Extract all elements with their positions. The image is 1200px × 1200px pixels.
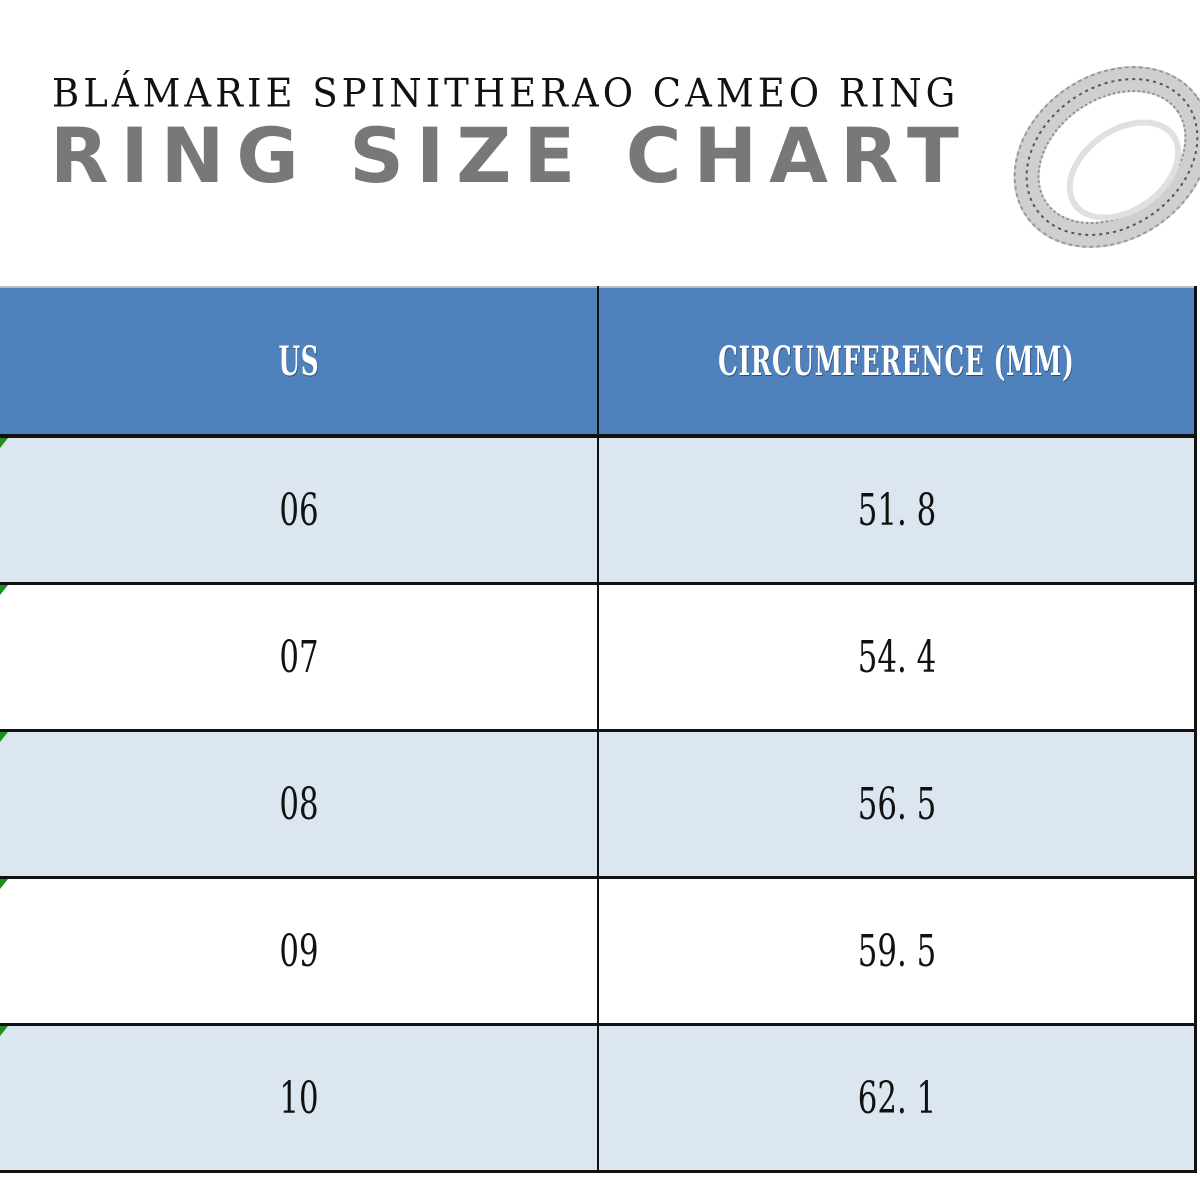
green-corner-marker-icon bbox=[0, 585, 8, 595]
cell-circumference: 51. 8 bbox=[598, 436, 1196, 585]
brand-subtitle: BLÁMARIE SPINITHERAO CAMEO RING bbox=[52, 70, 960, 117]
table-row: 10 62. 1 bbox=[0, 1024, 1196, 1173]
table-header-row: US CIRCUMFERENCE (MM) bbox=[0, 287, 1196, 438]
cell-us: 09 bbox=[0, 877, 599, 1026]
table-row: 07 54. 4 bbox=[0, 583, 1196, 732]
table-row: 06 51. 8 bbox=[0, 436, 1196, 585]
ring-image-icon bbox=[1013, 66, 1200, 248]
cell-circumference: 56. 5 bbox=[598, 730, 1196, 879]
green-corner-marker-icon bbox=[0, 438, 8, 448]
green-corner-marker-icon bbox=[0, 732, 8, 742]
column-header-circumference: CIRCUMFERENCE (MM) bbox=[598, 287, 1196, 438]
green-corner-marker-icon bbox=[0, 879, 8, 889]
table-row: 09 59. 5 bbox=[0, 877, 1196, 1026]
cell-circumference: 54. 4 bbox=[598, 583, 1196, 732]
table-row: 08 56. 5 bbox=[0, 730, 1196, 879]
chart-title: RING SIZE CHART bbox=[50, 111, 971, 200]
cell-circumference: 59. 5 bbox=[598, 877, 1196, 1026]
column-header-us: US bbox=[0, 287, 599, 438]
cell-us: 10 bbox=[0, 1024, 599, 1173]
cell-us: 08 bbox=[0, 730, 599, 879]
ring-size-table: US CIRCUMFERENCE (MM) 06 51. 8 07 54. 4 … bbox=[0, 286, 1197, 1173]
cell-us: 07 bbox=[0, 583, 599, 732]
green-corner-marker-icon bbox=[0, 1026, 8, 1036]
cell-circumference: 62. 1 bbox=[598, 1024, 1196, 1173]
cell-us: 06 bbox=[0, 436, 599, 585]
